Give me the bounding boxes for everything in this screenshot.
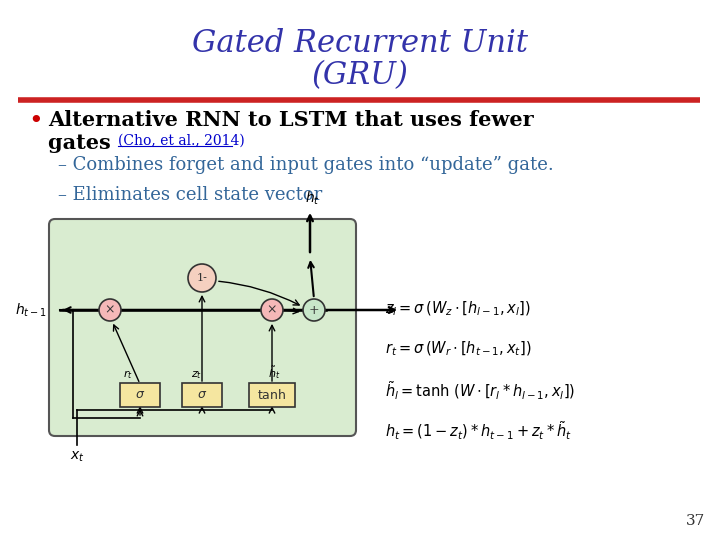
Text: $x_t$: $x_t$ — [70, 450, 84, 464]
Text: 37: 37 — [685, 514, 705, 528]
Text: – Eliminates cell state vector: – Eliminates cell state vector — [58, 186, 323, 204]
Circle shape — [99, 299, 121, 321]
Text: ×: × — [266, 303, 277, 316]
Text: (Cho, et al., 2014): (Cho, et al., 2014) — [118, 134, 245, 148]
Text: 1-: 1- — [197, 273, 207, 283]
Text: $\sigma$: $\sigma$ — [135, 388, 145, 402]
Text: $z_t$: $z_t$ — [192, 369, 202, 381]
Text: $h_{t-1}$: $h_{t-1}$ — [15, 301, 47, 319]
Text: $\tilde{h}_l = \tanh\,(W \cdot [r_l * h_{l-1}, x_l])$: $\tilde{h}_l = \tanh\,(W \cdot [r_l * h_… — [385, 380, 575, 402]
Text: $\tanh$: $\tanh$ — [257, 388, 287, 402]
FancyBboxPatch shape — [49, 219, 356, 436]
Circle shape — [303, 299, 325, 321]
FancyBboxPatch shape — [120, 383, 160, 407]
Text: $\tilde{h}_t$: $\tilde{h}_t$ — [268, 364, 280, 381]
Circle shape — [261, 299, 283, 321]
Text: Alternative RNN to LSTM that uses fewer: Alternative RNN to LSTM that uses fewer — [48, 110, 534, 130]
Text: gates: gates — [48, 133, 118, 153]
Text: $r_t$: $r_t$ — [123, 368, 133, 381]
Text: ×: × — [104, 303, 115, 316]
Circle shape — [188, 264, 216, 292]
Text: Gated Recurrent Unit: Gated Recurrent Unit — [192, 28, 528, 59]
Text: (GRU): (GRU) — [312, 60, 408, 91]
Text: $\sigma$: $\sigma$ — [197, 388, 207, 402]
FancyBboxPatch shape — [249, 383, 295, 407]
Text: •: • — [28, 110, 42, 133]
Text: $h_t$: $h_t$ — [305, 190, 320, 207]
FancyBboxPatch shape — [182, 383, 222, 407]
Text: $h_t = (1 - z_t) * h_{t-1} + z_t * \tilde{h}_t$: $h_t = (1 - z_t) * h_{t-1} + z_t * \tild… — [385, 420, 572, 442]
Text: – Combines forget and input gates into “update” gate.: – Combines forget and input gates into “… — [58, 156, 554, 174]
Text: $r_t = \sigma\,(W_r \cdot [h_{t-1}, x_t])$: $r_t = \sigma\,(W_r \cdot [h_{t-1}, x_t]… — [385, 340, 531, 359]
Text: +: + — [309, 303, 319, 316]
Text: $z_l = \sigma\,(W_z \cdot [h_{l-1}, x_l])$: $z_l = \sigma\,(W_z \cdot [h_{l-1}, x_l]… — [385, 300, 531, 319]
